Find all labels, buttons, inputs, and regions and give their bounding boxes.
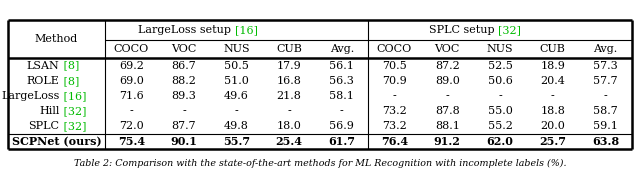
Text: NUS: NUS xyxy=(486,44,513,54)
Text: 90.1: 90.1 xyxy=(170,136,197,147)
Text: 57.3: 57.3 xyxy=(593,61,618,71)
Text: 75.4: 75.4 xyxy=(118,136,145,147)
Text: Method: Method xyxy=(35,34,78,44)
Text: COCO: COCO xyxy=(114,44,149,54)
Text: -: - xyxy=(129,106,133,116)
Text: 59.1: 59.1 xyxy=(593,121,618,131)
Text: 88.1: 88.1 xyxy=(435,121,460,131)
Text: 25.7: 25.7 xyxy=(540,136,566,147)
Text: 87.2: 87.2 xyxy=(435,61,460,71)
Text: 49.8: 49.8 xyxy=(224,121,249,131)
Text: 18.0: 18.0 xyxy=(276,121,301,131)
Text: 50.6: 50.6 xyxy=(488,76,513,86)
Text: 69.0: 69.0 xyxy=(119,76,144,86)
Text: 76.4: 76.4 xyxy=(381,136,408,147)
Text: [16]: [16] xyxy=(60,91,86,101)
Text: -: - xyxy=(551,91,555,101)
Text: VOC: VOC xyxy=(435,44,460,54)
Text: 58.7: 58.7 xyxy=(593,106,618,116)
Text: 52.5: 52.5 xyxy=(488,61,513,71)
Text: Avg.: Avg. xyxy=(593,44,618,54)
Text: 16.8: 16.8 xyxy=(276,76,301,86)
Text: [32]: [32] xyxy=(60,106,86,116)
Text: 86.7: 86.7 xyxy=(172,61,196,71)
Text: -: - xyxy=(445,91,449,101)
Text: 56.3: 56.3 xyxy=(329,76,354,86)
Text: [32]: [32] xyxy=(498,25,521,35)
Text: 69.2: 69.2 xyxy=(119,61,144,71)
Text: 56.1: 56.1 xyxy=(329,61,354,71)
Text: 73.2: 73.2 xyxy=(382,121,407,131)
Text: 88.2: 88.2 xyxy=(172,76,196,86)
Text: LargeLoss setup: LargeLoss setup xyxy=(138,25,234,35)
Text: 89.3: 89.3 xyxy=(172,91,196,101)
Text: 56.9: 56.9 xyxy=(329,121,354,131)
Text: -: - xyxy=(392,91,396,101)
Text: -: - xyxy=(604,91,607,101)
Text: [8]: [8] xyxy=(60,61,79,71)
Text: 91.2: 91.2 xyxy=(434,136,461,147)
Text: CUB: CUB xyxy=(540,44,566,54)
Text: VOC: VOC xyxy=(172,44,196,54)
Text: [32]: [32] xyxy=(60,121,86,131)
Text: 58.1: 58.1 xyxy=(329,91,354,101)
Text: 57.7: 57.7 xyxy=(593,76,618,86)
Text: 17.9: 17.9 xyxy=(276,61,301,71)
Text: CUB: CUB xyxy=(276,44,302,54)
Text: 87.7: 87.7 xyxy=(172,121,196,131)
Text: -: - xyxy=(340,106,344,116)
Text: 18.8: 18.8 xyxy=(540,106,565,116)
Text: 70.5: 70.5 xyxy=(382,61,407,71)
Text: -: - xyxy=(182,106,186,116)
Text: 63.8: 63.8 xyxy=(592,136,619,147)
Text: 89.0: 89.0 xyxy=(435,76,460,86)
Text: NUS: NUS xyxy=(223,44,250,54)
Text: 20.0: 20.0 xyxy=(540,121,565,131)
Text: 49.6: 49.6 xyxy=(224,91,249,101)
Text: 87.8: 87.8 xyxy=(435,106,460,116)
Text: ROLE: ROLE xyxy=(27,76,60,86)
Text: 50.5: 50.5 xyxy=(224,61,249,71)
Text: LargeLoss: LargeLoss xyxy=(1,91,60,101)
Text: -: - xyxy=(498,91,502,101)
Text: 55.2: 55.2 xyxy=(488,121,513,131)
Text: 55.0: 55.0 xyxy=(488,106,513,116)
Text: SCPNet (ours): SCPNet (ours) xyxy=(12,136,101,147)
Text: SPLC setup: SPLC setup xyxy=(429,25,498,35)
Text: 51.0: 51.0 xyxy=(224,76,249,86)
Text: [16]: [16] xyxy=(234,25,257,35)
Text: 55.7: 55.7 xyxy=(223,136,250,147)
Text: COCO: COCO xyxy=(377,44,412,54)
Text: 25.4: 25.4 xyxy=(276,136,303,147)
Text: 70.9: 70.9 xyxy=(382,76,407,86)
Text: Hill: Hill xyxy=(39,106,60,116)
Text: Avg.: Avg. xyxy=(330,44,354,54)
Text: 61.7: 61.7 xyxy=(328,136,355,147)
Text: 20.4: 20.4 xyxy=(540,76,565,86)
Text: Table 2: Comparison with the state-of-the-art methods for ML Recognition with in: Table 2: Comparison with the state-of-th… xyxy=(74,158,566,168)
Text: 73.2: 73.2 xyxy=(382,106,407,116)
Text: LSAN: LSAN xyxy=(27,61,60,71)
Text: -: - xyxy=(235,106,238,116)
Text: -: - xyxy=(287,106,291,116)
Text: [8]: [8] xyxy=(60,76,79,86)
Text: 62.0: 62.0 xyxy=(486,136,513,147)
Text: 71.6: 71.6 xyxy=(119,91,143,101)
Text: 18.9: 18.9 xyxy=(540,61,565,71)
Text: 21.8: 21.8 xyxy=(276,91,301,101)
Text: SPLC: SPLC xyxy=(29,121,60,131)
Text: 72.0: 72.0 xyxy=(119,121,143,131)
